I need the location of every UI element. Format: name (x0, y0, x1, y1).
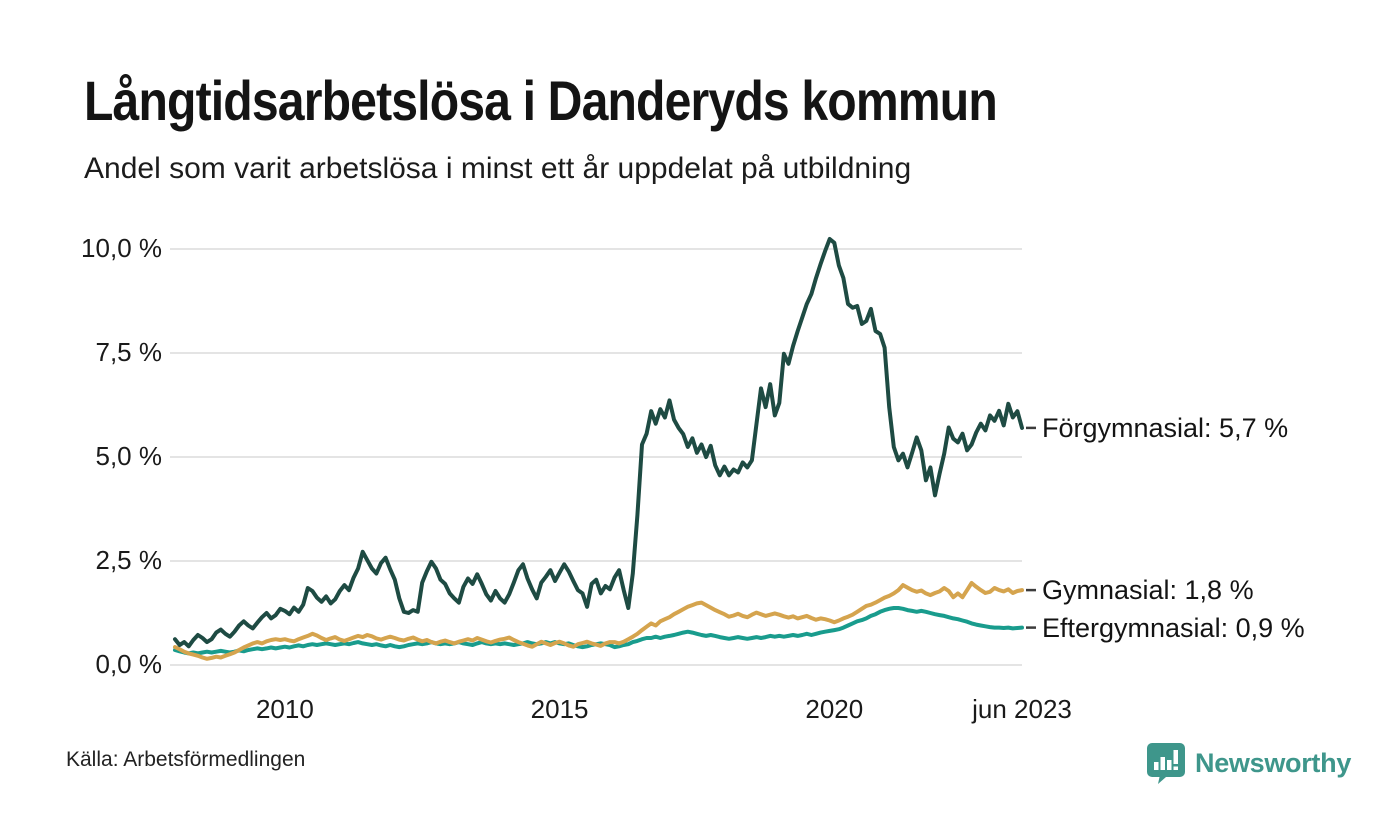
x-axis-tick-label: jun 2023 (972, 694, 1072, 724)
series-line-gymnasial (173, 581, 1024, 661)
source-note: Källa: Arbetsförmedlingen (66, 748, 306, 771)
x-axis-tick-label: 2010 (255, 694, 314, 724)
chart-subtitle: Andel som varit arbetslösa i minst ett å… (84, 152, 912, 185)
series-label-gymnasial: Gymnasial: 1,8 % (1042, 575, 1254, 606)
y-axis-tick-label: 10,0 % (81, 233, 162, 263)
newsworthy-bubble-icon (1147, 743, 1185, 784)
newsworthy-logo: Newsworthy (1146, 742, 1351, 784)
series-line-förgymnasial (173, 237, 1024, 649)
x-axis-tick-label: 2015 (530, 694, 589, 724)
y-axis-tick-label: 7,5 % (95, 337, 163, 367)
x-axis-tick-label: 2020 (805, 694, 864, 724)
series-label-eftergymnasial: Eftergymnasial: 0,9 % (1042, 612, 1305, 643)
y-axis-tick-label: 5,0 % (95, 441, 163, 471)
newsworthy-wordmark: Newsworthy (1195, 747, 1352, 778)
y-axis-tick-label: 0,0 % (95, 649, 163, 679)
page-title: Långtidsarbetslösa i Danderyds kommun (84, 69, 998, 132)
y-axis-tick-label: 2,5 % (95, 545, 163, 575)
series-label-förgymnasial: Förgymnasial: 5,7 % (1042, 412, 1289, 443)
